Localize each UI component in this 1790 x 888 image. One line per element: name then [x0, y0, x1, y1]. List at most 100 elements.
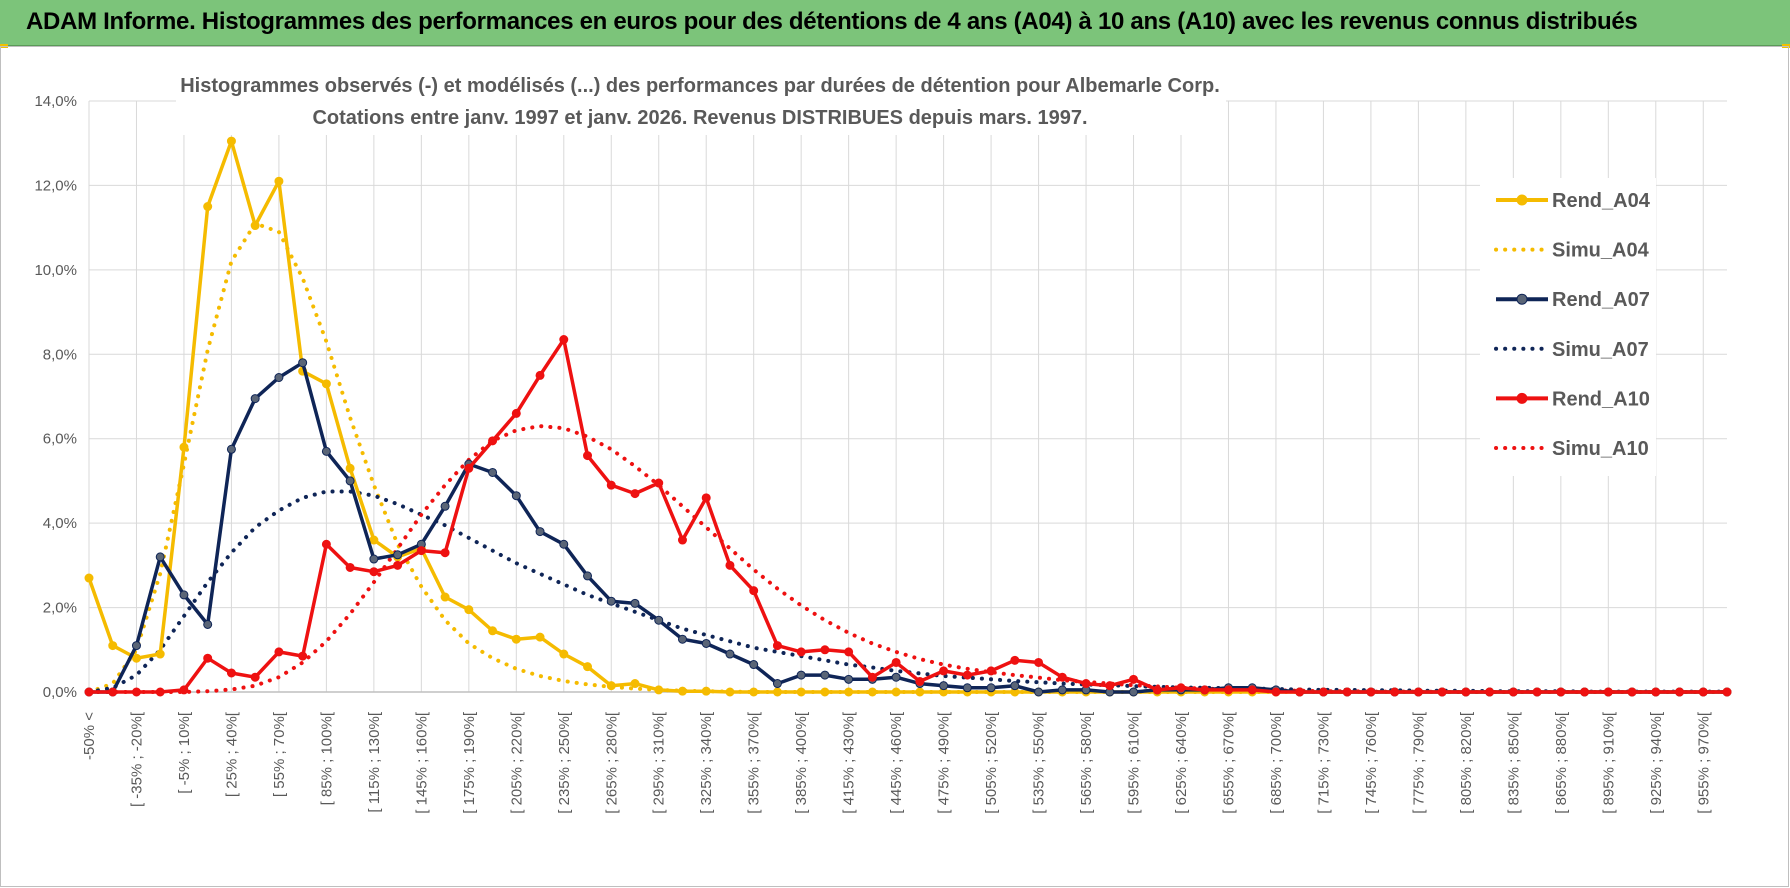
data-point-Rend_A10	[464, 463, 474, 473]
x-tick-label: [ 925% ; 940%[	[1648, 711, 1665, 814]
data-point-Rend_A10	[1485, 687, 1495, 697]
series-line-Simu_A10	[87, 424, 1729, 694]
data-point-Rend_A07	[1010, 681, 1020, 691]
series-line-Simu_A07	[87, 489, 1729, 694]
legend-label: Simu_A04	[1552, 240, 1650, 262]
data-point-Rend_A10	[1675, 687, 1685, 697]
legend-marker	[1516, 293, 1528, 305]
data-point-Rend_A07	[796, 670, 806, 680]
data-point-Rend_A04	[440, 592, 450, 602]
data-point-Rend_A04	[274, 176, 284, 186]
data-point-Rend_A10	[1556, 687, 1566, 697]
data-point-Rend_A07	[1057, 685, 1067, 695]
data-point-Rend_A10	[1057, 672, 1067, 682]
data-point-Rend_A10	[440, 548, 450, 558]
data-point-Rend_A07	[488, 467, 498, 477]
data-point-Rend_A10	[1413, 687, 1423, 697]
x-tick-label: [ 85% ; 100%[	[318, 711, 335, 805]
data-point-Rend_A10	[1627, 687, 1637, 697]
data-point-Rend_A10	[1034, 657, 1044, 667]
data-point-Rend_A04	[583, 662, 593, 672]
data-point-Rend_A07	[393, 550, 403, 560]
legend-background	[1480, 178, 1656, 476]
data-point-Rend_A10	[701, 493, 711, 503]
x-tick-label: [ 325% ; 340%[	[698, 711, 715, 814]
y-tick-label: 8,0%	[43, 346, 77, 363]
data-point-Rend_A10	[749, 586, 759, 596]
x-tick-label: [ 715% ; 730%[	[1315, 711, 1332, 814]
legend-marker	[1516, 392, 1528, 404]
x-tick-label: [ 205% ; 220%[	[508, 711, 525, 814]
x-tick-label: -50% <	[81, 712, 98, 760]
legend-label: Rend_A07	[1552, 289, 1650, 311]
data-point-Rend_A10	[1010, 655, 1020, 665]
data-point-Rend_A10	[226, 668, 236, 678]
data-point-Rend_A10	[155, 687, 165, 697]
data-point-Rend_A07	[1034, 687, 1044, 697]
data-point-Rend_A10	[131, 687, 141, 697]
data-point-Rend_A04	[108, 641, 118, 651]
x-tick-label: [ 955% ; 970%[	[1695, 711, 1712, 814]
data-point-Rend_A10	[203, 653, 213, 663]
x-tick-label: [ 865% ; 880%[	[1553, 711, 1570, 814]
data-point-Rend_A04	[749, 687, 759, 697]
data-point-Rend_A07	[725, 649, 735, 659]
data-point-Rend_A10	[1223, 685, 1233, 695]
data-point-Rend_A07	[203, 619, 213, 629]
data-point-Rend_A10	[298, 651, 308, 661]
data-point-Rend_A04	[915, 687, 925, 697]
data-point-Rend_A07	[226, 444, 236, 454]
legend-label: Rend_A04	[1552, 190, 1651, 212]
y-tick-label: 14,0%	[34, 93, 77, 110]
data-point-Rend_A10	[1318, 687, 1328, 697]
data-point-Rend_A04	[369, 535, 379, 545]
data-point-Rend_A10	[1532, 687, 1542, 697]
data-point-Rend_A10	[915, 676, 925, 686]
x-tick-label: [ 655% ; 670%[	[1220, 711, 1237, 814]
y-axis-ticks: 0,0% 2,0% 4,0% 6,0% 8,0% 10,0% 12,0% 14,0%	[34, 93, 77, 701]
data-point-Rend_A10	[84, 687, 94, 697]
data-point-Rend_A07	[559, 539, 569, 549]
data-point-Rend_A07	[986, 683, 996, 693]
data-point-Rend_A10	[1247, 685, 1257, 695]
data-point-Rend_A10	[962, 670, 972, 680]
data-point-Rend_A04	[796, 687, 806, 697]
legend-label: Simu_A07	[1552, 339, 1649, 361]
data-point-Rend_A10	[1105, 681, 1115, 691]
title-banner: ADAM Informe. Histogrammes des performan…	[0, 0, 1790, 46]
chart-title: Histogrammes observés (-) et modélisés (…	[180, 75, 1220, 97]
data-point-Rend_A07	[511, 491, 521, 501]
x-tick-label: [ 355% ; 370%[	[746, 711, 763, 814]
x-tick-label: [ 895% ; 910%[	[1600, 711, 1617, 814]
y-tick-label: 0,0%	[43, 684, 77, 701]
data-point-Rend_A10	[891, 657, 901, 667]
data-point-Rend_A04	[606, 681, 616, 691]
data-point-Rend_A10	[939, 666, 949, 676]
data-point-Rend_A07	[345, 476, 355, 486]
y-tick-label: 2,0%	[43, 600, 77, 617]
data-point-Rend_A07	[250, 394, 260, 404]
legend-label: Rend_A10	[1552, 388, 1650, 410]
x-tick-label: [ 295% ; 310%[	[651, 711, 668, 814]
data-point-Rend_A04	[131, 653, 141, 663]
series-line-Simu_A04	[87, 221, 1729, 694]
data-point-Rend_A07	[583, 571, 593, 581]
y-tick-label: 4,0%	[43, 515, 77, 532]
x-tick-label: [ 775% ; 790%[	[1410, 711, 1427, 814]
data-point-Rend_A10	[559, 335, 569, 345]
data-point-Rend_A10	[820, 645, 830, 655]
data-point-Rend_A10	[1580, 687, 1590, 697]
data-point-Rend_A04	[820, 687, 830, 697]
data-point-Rend_A04	[844, 687, 854, 697]
data-point-Rend_A07	[606, 596, 616, 606]
data-point-Rend_A10	[179, 685, 189, 695]
series-Rend_A10	[84, 335, 1732, 697]
data-point-Rend_A04	[867, 687, 877, 697]
series-line-Rend_A10	[89, 337, 1727, 694]
x-tick-label: [ 625% ; 640%[	[1173, 711, 1190, 814]
data-point-Rend_A04	[559, 649, 569, 659]
x-tick-label: [ 835% ; 850%[	[1505, 711, 1522, 814]
legend-marker	[1516, 194, 1528, 206]
data-point-Rend_A10	[1722, 687, 1732, 697]
legend-label: Simu_A10	[1552, 438, 1649, 460]
